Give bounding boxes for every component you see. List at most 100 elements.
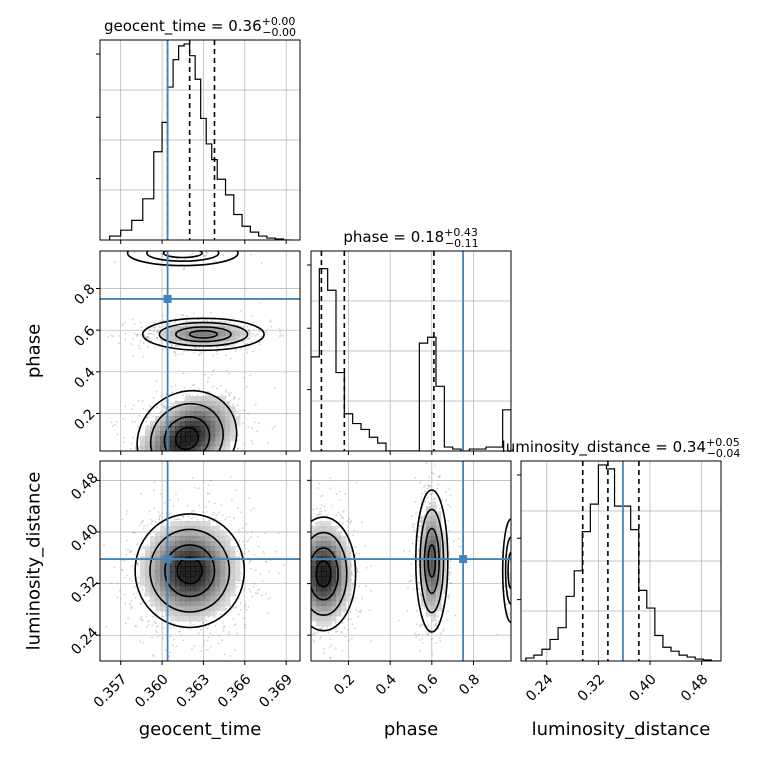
density-cell <box>180 401 186 407</box>
density-cell <box>215 571 221 577</box>
density-cell <box>200 331 206 337</box>
density-cell <box>150 441 156 447</box>
sample-point <box>210 466 212 468</box>
sample-point <box>238 528 241 531</box>
sample-point <box>277 561 279 563</box>
density-cell <box>225 326 231 332</box>
sample-point <box>212 455 214 457</box>
sample-point <box>136 333 139 336</box>
sample-point <box>169 651 172 654</box>
density-cell <box>316 616 322 622</box>
density-cell <box>175 401 181 407</box>
sample-point <box>187 464 189 466</box>
sample-point <box>169 499 171 502</box>
sample-point <box>161 512 164 515</box>
sample-point <box>186 464 188 466</box>
density-cell <box>155 596 161 602</box>
sample-point <box>418 536 421 539</box>
sample-point <box>120 568 123 571</box>
sample-point <box>113 424 116 426</box>
sample-point <box>267 612 270 615</box>
sample-point <box>419 520 421 522</box>
sample-point <box>183 386 186 389</box>
density-cell <box>316 541 322 547</box>
density-cell <box>311 566 317 572</box>
sample-point <box>146 336 149 339</box>
sample-point <box>303 579 305 581</box>
sample-point <box>282 564 285 566</box>
sample-point <box>344 493 346 495</box>
sample-point <box>191 474 193 476</box>
sample-point <box>143 547 146 550</box>
density-cell <box>205 576 211 582</box>
sample-point <box>198 504 201 507</box>
sample-point <box>152 330 155 333</box>
density-cell <box>160 546 166 552</box>
sample-point <box>205 251 208 254</box>
sample-point <box>439 507 441 510</box>
sample-point <box>509 576 511 579</box>
sample-point <box>234 323 236 326</box>
sample-point <box>187 515 190 518</box>
sample-point <box>184 258 186 261</box>
sample-point <box>460 546 463 548</box>
density-cell <box>215 526 221 532</box>
sample-point <box>419 639 421 641</box>
sample-point <box>189 254 192 257</box>
density-cell <box>225 596 231 602</box>
sample-point <box>315 514 318 517</box>
sample-point <box>219 520 222 522</box>
sample-point <box>295 600 297 602</box>
sample-point <box>326 515 328 517</box>
sample-point <box>231 403 234 406</box>
sample-point <box>197 393 200 396</box>
sample-point <box>172 404 175 407</box>
density-cell <box>326 616 332 622</box>
density-cell <box>185 601 191 607</box>
sample-point <box>436 675 438 677</box>
density-cell <box>185 536 191 542</box>
sample-point <box>360 611 362 614</box>
sample-point <box>203 254 205 257</box>
sample-point <box>157 329 160 331</box>
sample-point <box>192 474 194 476</box>
sample-point <box>165 511 168 513</box>
density-cell <box>326 521 332 527</box>
sample-point <box>158 483 160 485</box>
sample-point <box>222 621 225 624</box>
density-cell <box>321 566 327 572</box>
sample-point <box>304 556 306 558</box>
sample-point <box>346 520 349 523</box>
sample-point <box>189 624 192 627</box>
density-cell <box>180 616 186 622</box>
sample-point <box>246 351 249 354</box>
sample-point <box>146 525 149 527</box>
sample-point <box>133 453 135 455</box>
density-cell <box>225 601 231 607</box>
sample-point <box>297 547 299 549</box>
sample-point <box>139 603 142 605</box>
sample-point <box>447 503 450 506</box>
sample-point <box>177 457 179 459</box>
sample-point <box>409 579 412 582</box>
density-cell <box>190 441 196 447</box>
sample-point <box>250 253 253 256</box>
sample-point <box>189 622 192 624</box>
sample-point <box>153 495 155 497</box>
sample-point <box>127 617 129 620</box>
sample-point <box>131 318 134 321</box>
density-cell <box>210 586 216 592</box>
density-cell <box>210 531 216 537</box>
sample-point <box>306 645 308 647</box>
sample-point <box>177 475 179 477</box>
sample-point <box>180 634 183 637</box>
sample-point <box>126 452 128 454</box>
sample-point <box>160 249 162 251</box>
density-cell <box>215 541 221 547</box>
density-cell <box>321 591 327 597</box>
density-cell <box>145 576 151 582</box>
sample-point <box>412 588 415 590</box>
sample-point <box>297 593 299 595</box>
sample-point <box>157 464 159 466</box>
density-cell <box>205 421 211 427</box>
